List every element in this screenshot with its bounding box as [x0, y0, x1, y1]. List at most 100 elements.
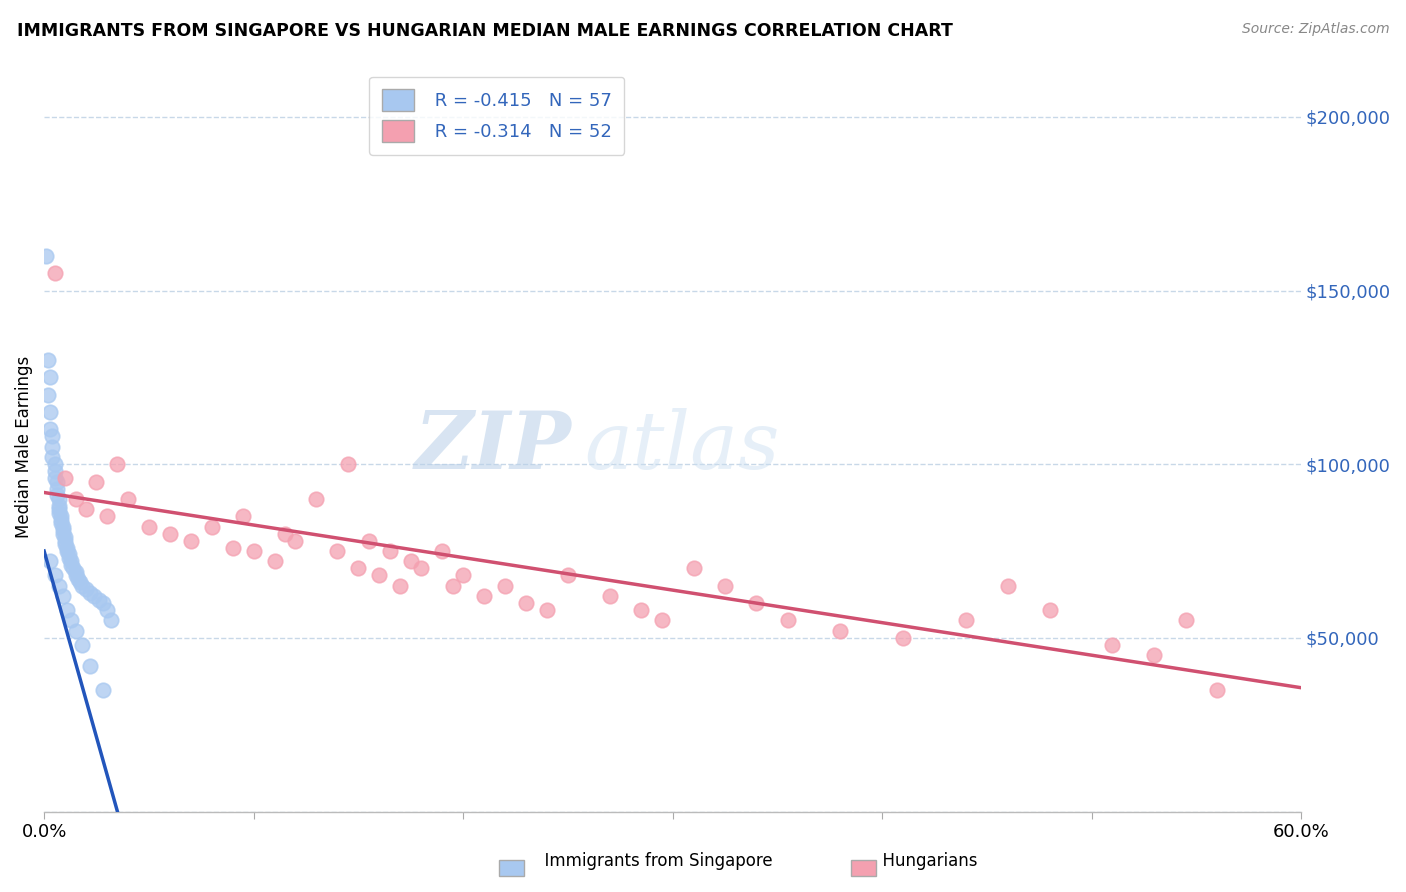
Point — [955, 614, 977, 628]
Point — [39, 370, 62, 384]
Point — [557, 568, 579, 582]
Text: ZIP: ZIP — [415, 408, 572, 485]
Point — [44, 464, 66, 478]
Point — [37, 388, 59, 402]
Point — [60, 558, 83, 572]
Point — [378, 544, 401, 558]
Point — [52, 519, 75, 533]
Point — [65, 568, 87, 582]
Point — [441, 579, 464, 593]
Point — [997, 579, 1019, 593]
Point — [48, 491, 70, 506]
Point — [70, 638, 93, 652]
Point — [242, 544, 264, 558]
Text: Immigrants from Singapore: Immigrants from Singapore — [534, 852, 773, 870]
Point — [682, 561, 704, 575]
Point — [44, 568, 66, 582]
Point — [411, 561, 433, 575]
Text: atlas: atlas — [585, 408, 780, 485]
Point — [91, 596, 114, 610]
Point — [48, 502, 70, 516]
Point — [49, 516, 72, 531]
Point — [45, 488, 67, 502]
Text: Source: ZipAtlas.com: Source: ZipAtlas.com — [1241, 22, 1389, 37]
Point — [1174, 614, 1197, 628]
Point — [284, 533, 307, 548]
Point — [274, 526, 297, 541]
Point — [44, 457, 66, 471]
Point — [62, 561, 84, 575]
Point — [60, 554, 83, 568]
Point — [368, 568, 391, 582]
Point — [75, 582, 97, 597]
Point — [35, 249, 58, 263]
Point — [69, 575, 91, 590]
Point — [830, 624, 852, 638]
Point — [389, 579, 412, 593]
Point — [117, 491, 139, 506]
Point — [79, 658, 101, 673]
Point — [599, 589, 621, 603]
Legend:  R = -0.415   N = 57,  R = -0.314   N = 52: R = -0.415 N = 57, R = -0.314 N = 52 — [368, 77, 624, 155]
Point — [39, 405, 62, 419]
Point — [70, 579, 93, 593]
Point — [53, 537, 76, 551]
Point — [714, 579, 737, 593]
Point — [53, 471, 76, 485]
Point — [45, 482, 67, 496]
Point — [357, 533, 380, 548]
Point — [515, 596, 537, 610]
Point — [39, 422, 62, 436]
Point — [100, 614, 122, 628]
Text: Hungarians: Hungarians — [872, 852, 977, 870]
Point — [44, 266, 66, 280]
Point — [75, 502, 97, 516]
Text: IMMIGRANTS FROM SINGAPORE VS HUNGARIAN MEDIAN MALE EARNINGS CORRELATION CHART: IMMIGRANTS FROM SINGAPORE VS HUNGARIAN M… — [17, 22, 953, 40]
Point — [39, 554, 62, 568]
Point — [96, 603, 118, 617]
Point — [48, 506, 70, 520]
Point — [159, 526, 181, 541]
Point — [41, 440, 63, 454]
Point — [536, 603, 558, 617]
Point — [107, 457, 129, 471]
Point — [65, 624, 87, 638]
Point — [347, 561, 370, 575]
Point — [49, 513, 72, 527]
Point — [83, 589, 105, 603]
Point — [138, 519, 160, 533]
Point — [37, 353, 59, 368]
Point — [52, 526, 75, 541]
Point — [263, 554, 285, 568]
Point — [221, 541, 243, 555]
Point — [79, 585, 101, 599]
Point — [56, 541, 79, 555]
Point — [336, 457, 359, 471]
Point — [1039, 603, 1062, 617]
Point — [630, 603, 652, 617]
Point — [45, 475, 67, 489]
Point — [1143, 648, 1166, 663]
Point — [305, 491, 328, 506]
Point — [494, 579, 516, 593]
Point — [56, 603, 79, 617]
Point — [776, 614, 799, 628]
Point — [41, 429, 63, 443]
Point — [451, 568, 474, 582]
Point — [44, 471, 66, 485]
Point — [430, 544, 453, 558]
Point — [891, 631, 914, 645]
Point — [201, 519, 224, 533]
Point — [1206, 682, 1229, 697]
Point — [472, 589, 495, 603]
Y-axis label: Median Male Earnings: Median Male Earnings — [15, 356, 32, 538]
Point — [41, 450, 63, 465]
Point — [180, 533, 202, 548]
Point — [96, 509, 118, 524]
Point — [48, 579, 70, 593]
Point — [91, 682, 114, 697]
Point — [651, 614, 673, 628]
Point — [87, 592, 110, 607]
Point — [86, 475, 108, 489]
Point — [48, 499, 70, 513]
